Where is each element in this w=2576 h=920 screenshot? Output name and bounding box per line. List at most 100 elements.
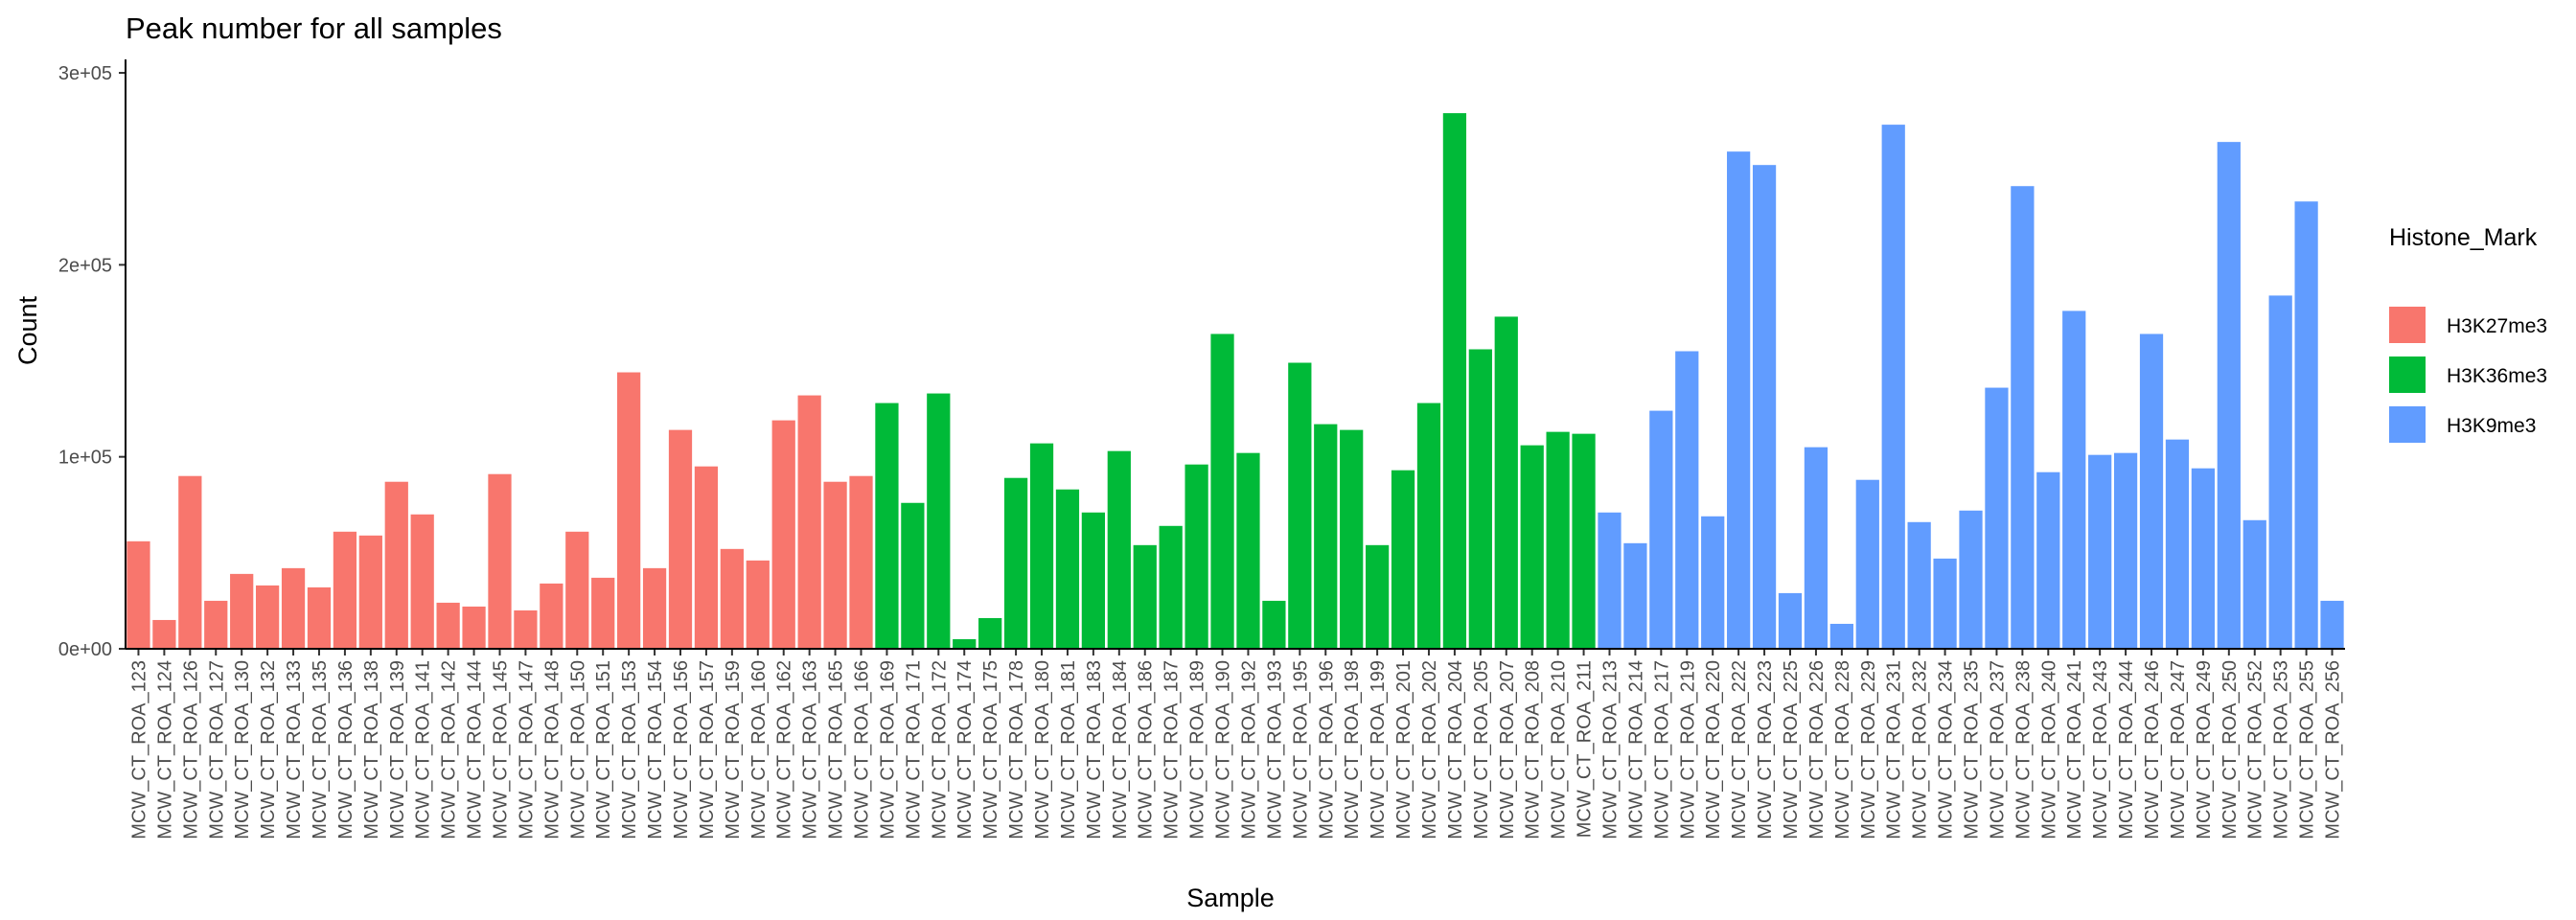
x-tick-label: MCW_CT_ROA_171 <box>903 660 924 840</box>
y-tick-label: 0e+00 <box>58 639 112 660</box>
bar <box>1623 542 1647 649</box>
bar <box>1184 464 1208 649</box>
x-tick-label: MCW_CT_ROA_166 <box>852 660 873 840</box>
bar <box>1572 433 1596 649</box>
x-tick-label: MCW_CT_ROA_156 <box>671 660 692 840</box>
x-tick-label: MCW_CT_ROA_211 <box>1575 660 1596 838</box>
bar <box>1340 429 1364 649</box>
legend-key <box>2389 356 2426 393</box>
x-tick-label: MCW_CT_ROA_202 <box>1419 660 1440 840</box>
bar <box>1365 544 1390 649</box>
bar <box>1778 592 1803 649</box>
x-tick-label: MCW_CT_ROA_219 <box>1677 660 1698 840</box>
bar <box>1546 431 1570 649</box>
legend-label: H3K36me3 <box>2447 365 2547 387</box>
bar <box>1391 470 1415 649</box>
bar <box>1907 521 1931 649</box>
bar <box>514 610 538 649</box>
bar <box>333 531 357 649</box>
bar <box>462 606 486 649</box>
bar <box>2139 334 2164 649</box>
bar <box>2268 295 2292 649</box>
x-tick-label: MCW_CT_ROA_238 <box>2012 660 2034 840</box>
bar <box>410 514 434 649</box>
bar <box>436 602 460 649</box>
bar <box>1701 516 1725 649</box>
x-tick-label: MCW_CT_ROA_144 <box>465 660 486 840</box>
bar <box>953 638 977 649</box>
bar <box>668 429 693 649</box>
bar <box>2191 468 2216 649</box>
bar <box>1133 544 1157 649</box>
bar <box>1262 600 1286 649</box>
x-tick-label: MCW_CT_ROA_231 <box>1884 660 1905 840</box>
x-tick-label: MCW_CT_ROA_183 <box>1084 660 1105 840</box>
x-tick-label: MCW_CT_ROA_249 <box>2194 660 2215 840</box>
x-tick-label: MCW_CT_ROA_189 <box>1187 660 1208 840</box>
bar <box>2088 454 2112 649</box>
bar <box>204 600 228 649</box>
x-tick-label: MCW_CT_ROA_195 <box>1290 660 1311 840</box>
bar <box>1081 512 1106 649</box>
x-tick-label: MCW_CT_ROA_207 <box>1497 660 1518 840</box>
bar <box>2294 201 2318 650</box>
bar <box>1494 316 1518 649</box>
bar <box>255 585 280 649</box>
x-tick-label: MCW_CT_ROA_237 <box>1987 660 2008 840</box>
x-tick-label: MCW_CT_ROA_165 <box>826 660 847 840</box>
chart-title: Peak number for all samples <box>126 12 502 45</box>
bar <box>1520 445 1544 649</box>
x-tick-label: MCW_CT_ROA_135 <box>310 660 331 840</box>
x-tick-label: MCW_CT_ROA_157 <box>697 660 718 840</box>
bar <box>281 567 306 649</box>
bar <box>2165 439 2190 649</box>
bar <box>1855 479 1879 649</box>
x-tick-label: MCW_CT_ROA_178 <box>1006 660 1027 840</box>
bar <box>617 372 641 649</box>
x-tick-label: MCW_CT_ROA_241 <box>2064 660 2085 840</box>
x-tick-label: MCW_CT_ROA_127 <box>206 660 227 840</box>
bar <box>2062 310 2086 649</box>
bar <box>875 402 899 649</box>
bar <box>1029 443 1054 649</box>
legend-key <box>2389 406 2426 443</box>
x-tick-label: MCW_CT_ROA_220 <box>1703 660 1724 840</box>
bar <box>1468 349 1492 649</box>
x-tick-label: MCW_CT_ROA_139 <box>387 660 408 840</box>
x-tick-label: MCW_CT_ROA_252 <box>2245 660 2266 840</box>
bar <box>2011 186 2035 650</box>
bar <box>178 475 202 649</box>
bar <box>1314 424 1338 649</box>
x-tick-label: MCW_CT_ROA_190 <box>1213 660 1234 840</box>
x-tick-label: MCW_CT_ROA_213 <box>1599 660 1621 840</box>
x-tick-label: MCW_CT_ROA_192 <box>1238 660 1259 840</box>
bar <box>1236 452 1260 649</box>
x-tick-label: MCW_CT_ROA_169 <box>877 660 898 840</box>
x-tick-label: MCW_CT_ROA_253 <box>2271 660 2292 840</box>
x-tick-label: MCW_CT_ROA_234 <box>1936 660 1957 840</box>
bar <box>2320 600 2344 649</box>
bar <box>823 481 847 649</box>
bar <box>901 502 925 649</box>
x-tick-label: MCW_CT_ROA_201 <box>1393 660 1414 840</box>
x-tick-label: MCW_CT_ROA_162 <box>774 660 795 840</box>
legend-label: H3K9me3 <box>2447 415 2536 437</box>
bar <box>978 617 1002 649</box>
bar <box>642 567 667 649</box>
bar <box>694 466 719 649</box>
x-tick-label: MCW_CT_ROA_132 <box>258 660 279 840</box>
bar <box>1416 402 1441 649</box>
bar <box>1598 512 1622 649</box>
bar <box>358 535 382 649</box>
bar <box>1003 477 1028 649</box>
x-tick-label: MCW_CT_ROA_130 <box>232 660 253 840</box>
x-tick-label: MCW_CT_ROA_246 <box>2142 660 2163 840</box>
x-tick-label: MCW_CT_ROA_222 <box>1729 660 1750 840</box>
bar <box>1804 447 1828 649</box>
x-tick-label: MCW_CT_ROA_136 <box>335 660 356 840</box>
x-tick-label: MCW_CT_ROA_250 <box>2220 660 2241 840</box>
y-axis-title: Count <box>13 295 42 365</box>
x-tick-label: MCW_CT_ROA_181 <box>1058 660 1079 840</box>
x-tick-label: MCW_CT_ROA_214 <box>1625 660 1646 840</box>
x-tick-label: MCW_CT_ROA_124 <box>154 660 175 840</box>
